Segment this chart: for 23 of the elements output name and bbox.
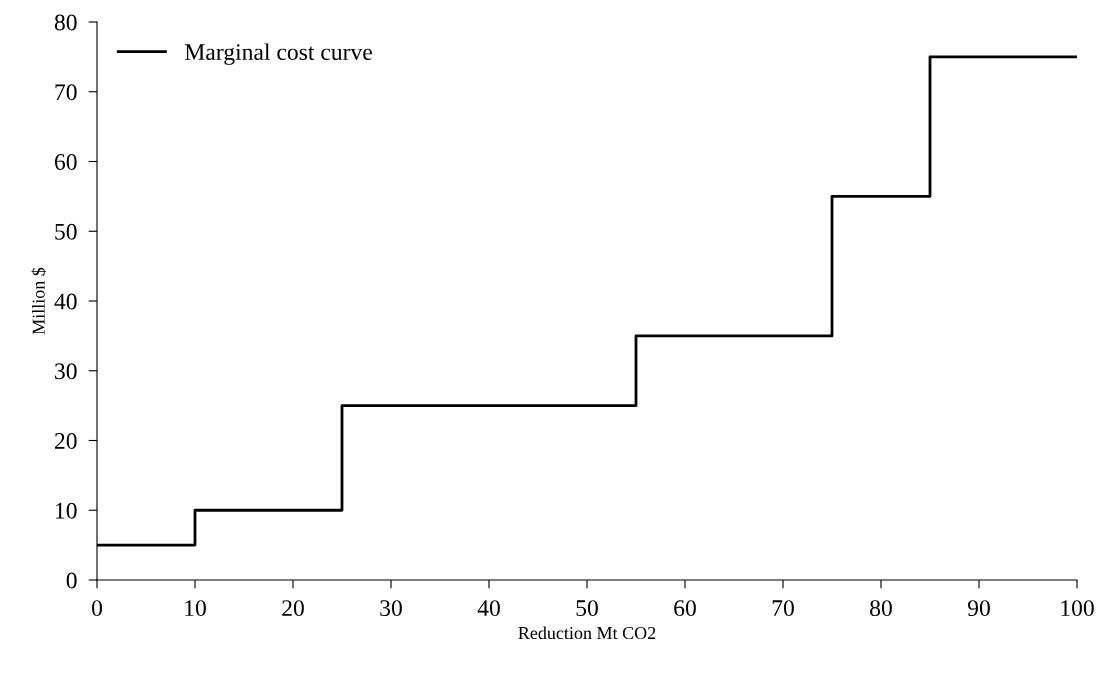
y-tick-label: 20	[54, 432, 77, 449]
y-tick-label: 10	[56, 502, 77, 519]
y-tick-label: 70	[55, 84, 77, 101]
x-tick-label: 100	[1061, 600, 1094, 617]
x-tick-label: 20	[282, 600, 304, 617]
x-tick-label: 90	[967, 600, 990, 617]
x-tick-label: 0	[92, 600, 102, 617]
y-tick-label: 40	[54, 293, 77, 310]
x-tick-label: 40	[477, 600, 500, 617]
x-tick-label: 50	[576, 600, 598, 617]
y-axis-title: Million $	[31, 267, 46, 335]
y-tick-label: 30	[55, 363, 77, 380]
y-tick-label: 60	[54, 153, 77, 170]
y-tick-label: 0	[66, 572, 77, 589]
legend-label: Marginal cost curve	[185, 43, 372, 65]
x-tick-label: 60	[674, 600, 696, 617]
y-tick-label: 80	[54, 14, 77, 31]
x-axis-title: Reduction Mt CO2	[518, 626, 656, 640]
x-tick-label: 10	[185, 600, 206, 617]
x-tick-label: 30	[380, 600, 402, 617]
x-tick-label: 70	[772, 600, 794, 617]
y-tick-label: 50	[55, 223, 77, 240]
x-tick-label: 80	[870, 600, 892, 617]
